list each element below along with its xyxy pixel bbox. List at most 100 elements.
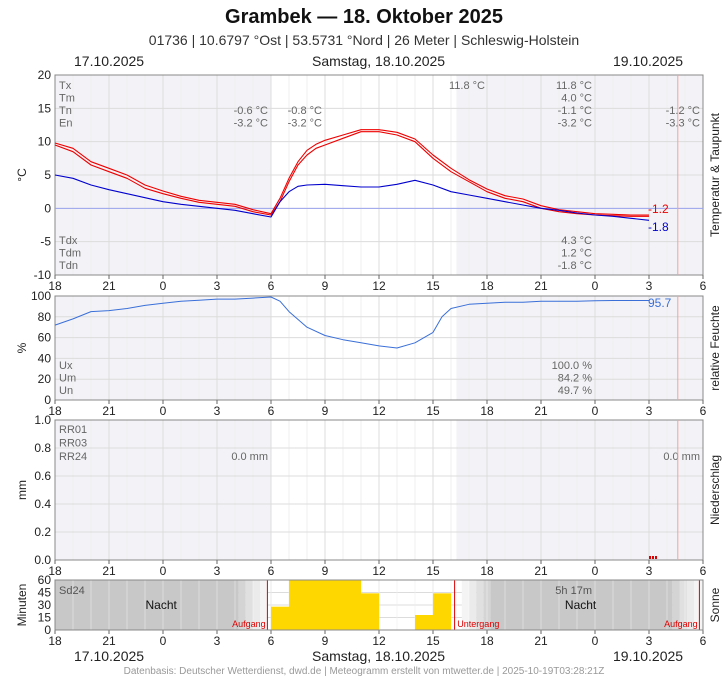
sun-twilight-bg [469, 580, 477, 630]
temp-y-tick: -5 [40, 235, 51, 249]
precip-y-label: mm [15, 480, 29, 500]
temp-stat-v1: -0.6 °C [234, 105, 268, 117]
hum-x-tick: 18 [48, 404, 62, 418]
hum-x-tick: 21 [102, 404, 116, 418]
temp-stat-v1: -3.2 °C [234, 118, 268, 130]
temp-x-tick: 12 [372, 279, 386, 293]
temp-stat-label: Tx [59, 80, 72, 92]
precip-x-tick: 0 [160, 564, 167, 578]
sun-twilight-bg [483, 580, 491, 630]
sun-x-tick: 3 [646, 634, 653, 648]
footer-credits: Datenbasis: Deutscher Wetterdienst, dwd.… [123, 666, 605, 677]
temp-end-label: -1.2 [648, 202, 669, 216]
sun-bar [361, 593, 379, 630]
temp-x-tick: 18 [48, 279, 62, 293]
precip-side-label: Niederschlag [708, 455, 722, 525]
sun-x-tick: 18 [480, 634, 494, 648]
precip-x-tick: 21 [534, 564, 548, 578]
temp-x-tick: 15 [426, 279, 440, 293]
dew-stat-label: Tdn [59, 260, 78, 272]
temp-y-tick: 20 [38, 68, 52, 82]
temp-y-tick: 0 [44, 201, 51, 215]
sun-y-tick: 30 [38, 598, 52, 612]
sun-bar [271, 606, 289, 630]
sun-x-tick: 9 [322, 634, 329, 648]
page-title: Grambek — 18. Oktober 2025 [225, 6, 503, 28]
dew-stat-value: -1.8 °C [558, 260, 592, 272]
hum-y-tick: 100 [31, 289, 51, 303]
date-left-bottom: 17.10.2025 [74, 648, 145, 664]
hum-stat-value: 100.0 % [552, 360, 593, 372]
humidity-end-label: 95.7 [648, 296, 672, 310]
precip-rr24-day: 0.0 mm [231, 451, 268, 463]
temp-stat-label: Tm [59, 93, 75, 105]
temp-stat-label: Tn [59, 105, 72, 117]
temp-stat-v2: -0.8 °C [288, 105, 322, 117]
sun-x-tick: 6 [700, 634, 707, 648]
sun-night-bg [490, 580, 673, 630]
sun-y-tick: 60 [38, 573, 52, 587]
precip-night-shade [456, 420, 703, 560]
date-center-bottom: Samstag, 18.10.2025 [312, 648, 446, 664]
hum-x-tick: 6 [700, 404, 707, 418]
precip-x-tick: 0 [592, 564, 599, 578]
sun-x-tick: 15 [426, 634, 440, 648]
sun-y-tick: 15 [38, 611, 52, 625]
sun-twilight-bg [461, 580, 469, 630]
temp-x-tick: 0 [160, 279, 167, 293]
hum-night-shade [456, 296, 703, 400]
hum-x-tick: 9 [322, 404, 329, 418]
precip-x-tick: 3 [214, 564, 221, 578]
precip-x-tick: 3 [646, 564, 653, 578]
hum-stat-label: Um [59, 373, 76, 385]
temp-y-label: °C [15, 168, 29, 182]
hum-stat-label: Ux [59, 360, 73, 372]
hum-y-tick: 0 [44, 393, 51, 407]
sun-bar [433, 593, 451, 630]
hum-x-tick: 15 [426, 404, 440, 418]
sun-side-label: Sonne [708, 587, 722, 622]
hum-y-label: % [15, 342, 29, 353]
hum-x-tick: 12 [372, 404, 386, 418]
precip-x-tick: 21 [102, 564, 116, 578]
date-left-top: 17.10.2025 [74, 53, 145, 69]
sun-stat-label: Sd24 [59, 585, 85, 597]
temp-x-tick: 18 [480, 279, 494, 293]
precip-y-tick: 0.0 [34, 553, 51, 567]
temp-stat-v2: -3.2 °C [288, 118, 322, 130]
precip-x-tick: 6 [700, 564, 707, 578]
sunrise-label-1: Aufgang [232, 619, 266, 629]
date-center-top: Samstag, 18.10.2025 [312, 53, 446, 69]
temp-x-tick: 6 [700, 279, 707, 293]
dew-series-line [54, 174, 650, 221]
precip-x-tick: 18 [480, 564, 494, 578]
sun-x-tick: 3 [214, 634, 221, 648]
dew-stat-label: Tdx [59, 235, 78, 247]
sun-x-tick: 0 [160, 634, 167, 648]
sun-x-tick: 21 [534, 634, 548, 648]
night-label-2: Nacht [565, 598, 597, 612]
sunset-label: Untergang [457, 619, 499, 629]
hum-x-tick: 0 [592, 404, 599, 418]
hum-x-tick: 18 [480, 404, 494, 418]
sun-y-label: Minuten [15, 584, 29, 627]
sun-frame-top [54, 579, 704, 631]
sunrise-label-2: Aufgang [664, 619, 698, 629]
date-right-top: 19.10.2025 [613, 53, 684, 69]
hum-x-tick: 6 [268, 404, 275, 418]
temp-tm-right: 4.0 °C [561, 93, 592, 105]
sun-x-tick: 12 [372, 634, 386, 648]
temp-y-tick: 10 [38, 135, 52, 149]
temp-stat-v4: -1.2 °C [666, 105, 700, 117]
hum-x-tick: 21 [534, 404, 548, 418]
hum-stat-value: 84.2 % [558, 373, 592, 385]
precip-stat-label: RR03 [59, 438, 87, 450]
temp-x-tick: 6 [268, 279, 275, 293]
hum-x-tick: 3 [646, 404, 653, 418]
precip-x-tick: 15 [426, 564, 440, 578]
temp-y-tick: -10 [34, 268, 52, 282]
hum-stat-label: Un [59, 385, 73, 397]
sun-x-tick: 6 [268, 634, 275, 648]
hum-side-label: relative Feuchte [708, 305, 722, 391]
